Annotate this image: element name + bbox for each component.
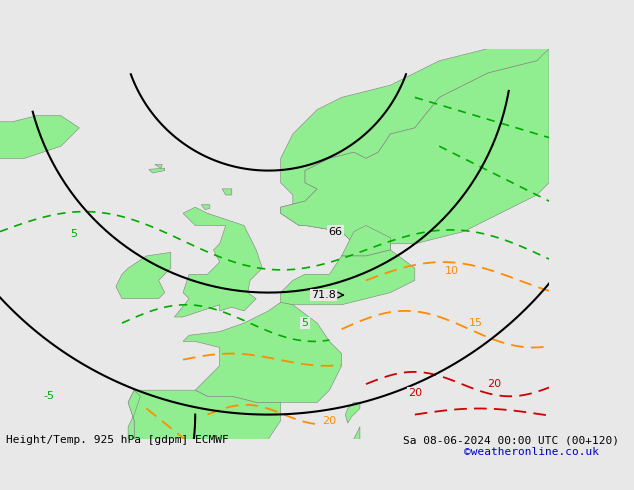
Polygon shape	[116, 252, 171, 299]
Text: -5: -5	[43, 392, 55, 401]
Text: 20: 20	[487, 379, 501, 389]
Polygon shape	[281, 49, 549, 256]
Polygon shape	[346, 402, 360, 423]
Polygon shape	[342, 225, 391, 256]
Polygon shape	[128, 390, 281, 482]
Text: 20: 20	[322, 416, 337, 426]
Text: 5: 5	[302, 318, 309, 328]
Text: Sa 08-06-2024 00:00 UTC (00+120): Sa 08-06-2024 00:00 UTC (00+120)	[403, 435, 619, 445]
Polygon shape	[0, 116, 79, 158]
Text: 66: 66	[328, 226, 342, 237]
Text: 5: 5	[70, 229, 77, 239]
Polygon shape	[281, 49, 549, 256]
Polygon shape	[346, 427, 360, 457]
Polygon shape	[281, 250, 415, 305]
Text: 20: 20	[408, 388, 422, 397]
Text: ©weatheronline.co.uk: ©weatheronline.co.uk	[463, 447, 598, 457]
Polygon shape	[155, 165, 162, 168]
Text: Height/Temp. 925 hPa [gdpm] ECMWF: Height/Temp. 925 hPa [gdpm] ECMWF	[6, 435, 229, 445]
Polygon shape	[202, 205, 210, 210]
Text: 15: 15	[469, 318, 483, 328]
Polygon shape	[222, 189, 232, 195]
Polygon shape	[174, 207, 262, 317]
Polygon shape	[149, 168, 165, 173]
Text: 10: 10	[444, 266, 458, 276]
Polygon shape	[183, 302, 342, 402]
Polygon shape	[128, 390, 146, 464]
Text: 71.8: 71.8	[311, 290, 336, 300]
